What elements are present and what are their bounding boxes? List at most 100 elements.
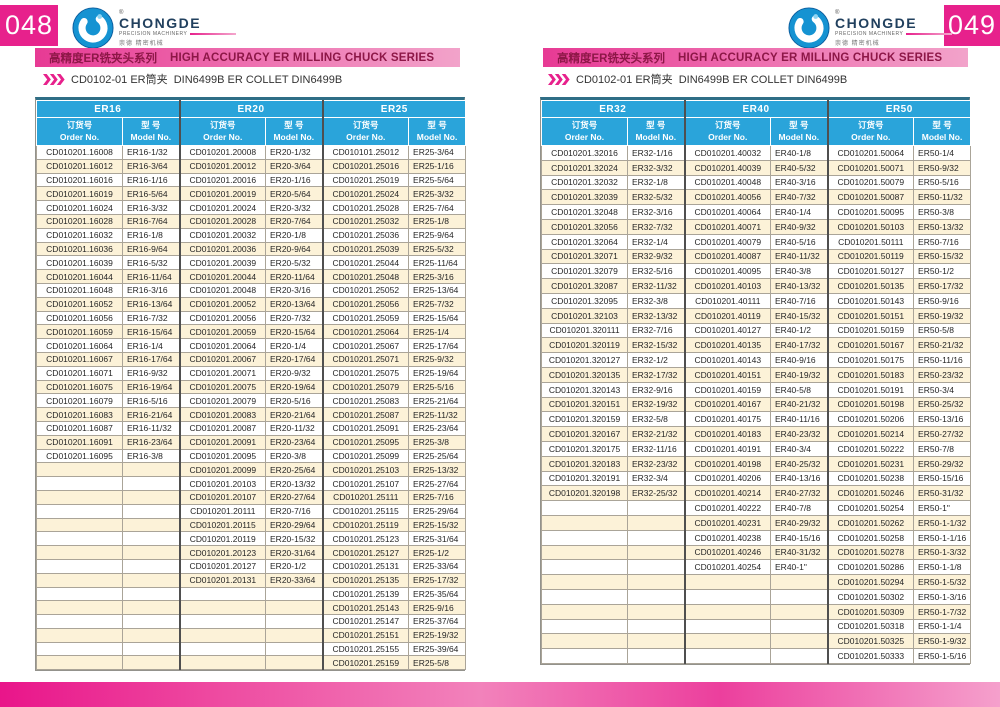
model-cell: ER25-9/32 <box>408 351 467 367</box>
model-cell: ER20-3/8 <box>265 448 324 464</box>
group-header-er50: ER50 <box>826 100 972 118</box>
model-cell: ER20-1/32 <box>265 145 324 160</box>
brand-rule <box>190 32 237 35</box>
model-cell: ER16-3/8 <box>121 448 181 464</box>
order-cell: CD010201.50262 <box>826 514 915 531</box>
order-cell: CD010201.25107 <box>321 476 410 491</box>
model-cell: ER20-3/16 <box>265 282 324 298</box>
model-cell <box>626 633 686 650</box>
model-cell: ER25-17/32 <box>408 572 467 588</box>
order-cell: CD010201.20044 <box>178 269 267 284</box>
model-cell <box>121 531 181 547</box>
table-row: CD010201.320159 ER32-5/8 CD010201.40175 ER4… <box>541 411 972 428</box>
order-cell: CD010201.50214 <box>826 426 915 442</box>
table-row: CD010201.16048 ER16-3/16 CD010201.20048 ER2… <box>36 282 467 298</box>
model-cell: ER16-17/64 <box>121 351 181 367</box>
order-cell: CD010201.40071 <box>683 218 772 235</box>
order-cell: CD010201.25131 <box>321 558 410 574</box>
order-no-header: 订货号 Order No. <box>178 117 267 146</box>
table-row: CD010201.16036 ER16-9/64 CD010201.20036 ER2… <box>36 241 467 257</box>
model-cell: ER25-9/64 <box>408 227 467 243</box>
model-cell: ER20-15/32 <box>265 531 324 547</box>
collet-table-er16-er25-wrap: ER16 ER20 ER25 订货号 Order No. 型 号 Model No. 订货号 O… <box>35 97 467 672</box>
order-cell <box>541 588 628 605</box>
table-row: CD010201.20115 ER20-29/64 CD010201.25119 ER… <box>36 517 467 533</box>
model-cell: ER32-25/32 <box>626 485 686 502</box>
model-cell: ER20-21/64 <box>265 407 324 422</box>
order-cell: CD010201.25064 <box>321 324 410 340</box>
table-row: CD010201.32016 ER32-1/16 CD010201.40032 ER4… <box>541 145 972 161</box>
order-cell: CD010201.40127 <box>683 322 772 339</box>
model-cell: ER50-1-1/8 <box>913 559 972 576</box>
model-cell <box>626 500 686 516</box>
order-cell: CD010201.50064 <box>826 145 915 161</box>
model-cell <box>626 559 686 576</box>
order-cell: CD010201.16008 <box>36 145 123 160</box>
model-cell: ER20-5/16 <box>265 393 324 409</box>
model-cell: ER32-19/32 <box>626 396 686 413</box>
order-cell: CD010201.25059 <box>321 310 410 326</box>
model-cell: ER16-23/64 <box>121 434 181 450</box>
model-cell: ER16-5/16 <box>121 393 181 409</box>
model-cell: ER50-1-1/32 <box>913 514 972 531</box>
banner-title-en: HIGH ACCURACY ER MILLING CHUCK SERIES <box>169 51 435 64</box>
model-cell: ER50-31/32 <box>913 485 972 502</box>
table-row: CD010201.20123 ER20-31/64 CD010201.25127 ER… <box>36 545 467 560</box>
table-row: CD010201.16075 ER16-19/64 CD010201.20075 ER… <box>36 379 467 395</box>
table-row: CD010201.20127 ER20-1/2 CD010201.25131 ER25… <box>36 558 467 574</box>
order-cell: CD010201.25159 <box>321 655 410 671</box>
order-cell: CD010201.25087 <box>321 407 410 422</box>
model-cell: ER25-11/32 <box>408 407 467 422</box>
table-row: CD010201.20111 ER20-7/16 CD010201.25115 ER2… <box>36 503 467 519</box>
model-cell: ER25-1/2 <box>408 545 467 560</box>
model-cell: ER50-27/32 <box>913 426 972 442</box>
order-cell: CD010201.25079 <box>321 379 410 395</box>
model-cell: ER20-19/64 <box>265 379 324 395</box>
order-cell: CD010201.40238 <box>683 529 772 546</box>
order-cell: CD010201.50087 <box>826 189 915 206</box>
model-cell: ER32-9/32 <box>626 248 686 265</box>
order-cell <box>36 572 123 588</box>
model-cell: ER25-7/16 <box>408 489 467 505</box>
order-cell: CD010201.25048 <box>321 269 410 284</box>
model-cell: ER32-13/32 <box>626 307 686 324</box>
order-cell <box>178 655 267 671</box>
model-cell: ER25-7/64 <box>408 200 467 215</box>
order-cell: CD010201.50318 <box>826 618 915 635</box>
order-cell: CD010201.40111 <box>683 292 772 309</box>
model-cell <box>626 574 686 590</box>
model-cell <box>626 544 686 561</box>
model-cell: ER16-1/4 <box>121 338 181 353</box>
table-row: CD010201.320119 ER32-15/32 CD010201.40135 E… <box>541 337 972 354</box>
model-cell: ER25-7/32 <box>408 296 467 312</box>
order-cell: CD010201.20064 <box>178 338 267 353</box>
chongde-logo-right: ® CHONGDE PRECISION MACHINERY 崇德 精密机械 <box>788 4 953 52</box>
order-cell: CD010201.320127 <box>541 352 628 368</box>
model-cell: ER40-3/16 <box>770 174 829 191</box>
order-cell: CD010201.32056 <box>541 218 628 235</box>
order-cell: CD010201.32048 <box>541 204 628 220</box>
model-cell: ER25-9/16 <box>408 600 467 616</box>
order-cell: CD010201.16056 <box>36 310 123 326</box>
series-banner-left: 高精度ER铣夹头系列 HIGH ACCURACY ER MILLING CHUC… <box>35 48 460 67</box>
model-cell <box>770 588 829 605</box>
order-cell: CD010201.16012 <box>36 158 123 174</box>
model-cell: ER50-29/32 <box>913 455 972 472</box>
order-cell <box>683 648 772 664</box>
model-cell <box>121 641 181 657</box>
model-cell: ER50-21/32 <box>913 337 972 354</box>
table-row: CD010201.25143 ER25-9/16 <box>36 600 467 616</box>
model-cell: ER40-15/16 <box>770 529 829 546</box>
model-no-header: 型 号 Model No. <box>626 117 686 146</box>
table-row: CD010201.16044 ER16-11/64 CD010201.20044 ER… <box>36 269 467 284</box>
order-cell <box>541 529 628 546</box>
model-no-header: 型 号 Model No. <box>408 117 467 146</box>
model-cell <box>770 603 829 620</box>
model-cell: ER50-1" <box>913 500 972 516</box>
order-cell: CD010201.50333 <box>826 648 915 664</box>
order-cell: CD010201.16044 <box>36 269 123 284</box>
table-row: CD010201.25159 ER25-5/8 <box>36 655 467 671</box>
order-cell: CD010201.50119 <box>826 248 915 265</box>
model-cell <box>121 462 181 478</box>
logo-text: ® CHONGDE PRECISION MACHINERY 崇德 精密机械 <box>119 10 237 47</box>
